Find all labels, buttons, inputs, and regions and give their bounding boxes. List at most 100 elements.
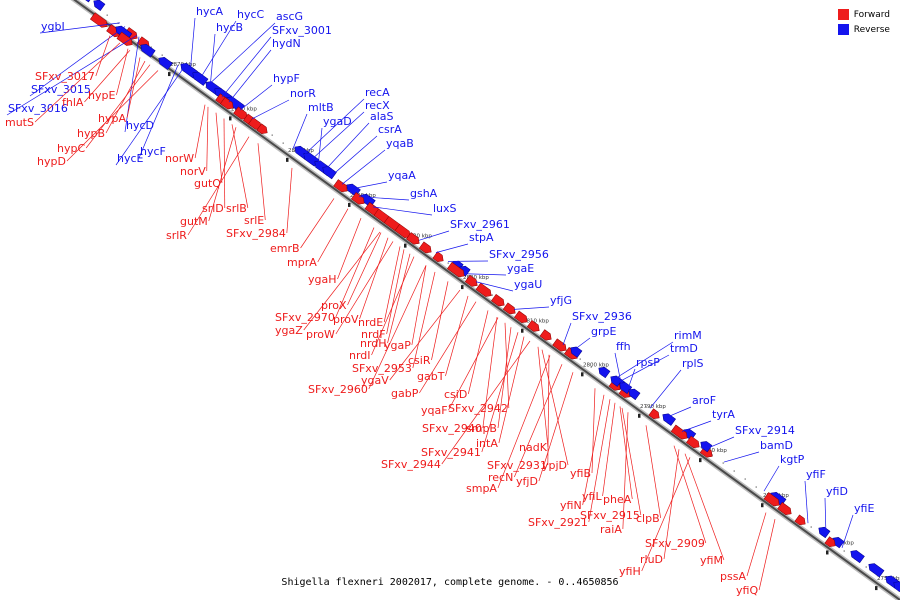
reverse-leader-line xyxy=(464,273,507,276)
forward-gene-label: yfiM xyxy=(700,554,723,567)
reverse-gene xyxy=(700,441,713,453)
forward-gene xyxy=(824,536,836,547)
reverse-gene-label: ygaE xyxy=(507,262,534,275)
forward-gene-label: hypE xyxy=(88,89,115,102)
forward-gene-label: nrdF xyxy=(361,328,386,341)
reverse-gene-label: rimM xyxy=(674,329,702,342)
forward-gene-label: proW xyxy=(306,328,335,341)
kbp-tick-mark xyxy=(581,372,584,377)
forward-gene xyxy=(333,179,348,193)
forward-leader-line xyxy=(497,355,551,489)
forward-gene xyxy=(89,12,108,28)
reverse-gene-label: trmD xyxy=(670,342,698,355)
reverse-leader-line xyxy=(372,206,433,216)
forward-gene xyxy=(220,96,234,110)
forward-gene-label: mprA xyxy=(287,256,317,269)
reverse-leader-line xyxy=(723,451,760,463)
genome-backbone xyxy=(73,0,900,600)
forward-leader-line xyxy=(84,49,131,103)
forward-gene-label: gabT xyxy=(417,370,445,383)
forward-leader-line xyxy=(386,249,405,335)
forward-gene-label: SFxv_2970 xyxy=(275,311,335,324)
forward-gene xyxy=(539,329,552,341)
forward-leader-line xyxy=(673,445,707,544)
minor-dot xyxy=(172,62,174,64)
reverse-gene-label: ygaU xyxy=(514,278,542,291)
reverse-leader-line xyxy=(239,84,273,111)
reverse-leader-line xyxy=(330,135,378,177)
reverse-gene xyxy=(322,166,337,180)
forward-gene-label: SFxv_3017 xyxy=(35,70,95,83)
kbp-tick-label: 2800 kbp xyxy=(583,362,609,368)
forward-gene-label: SFxv_2940 xyxy=(422,422,482,435)
reverse-gene-label: mltB xyxy=(308,101,334,114)
forward-leader-line xyxy=(223,118,226,209)
forward-gene xyxy=(256,123,268,135)
forward-gene-label: SFxv_2909 xyxy=(645,537,705,550)
forward-leader-line xyxy=(95,35,111,77)
reverse-leader-line xyxy=(513,306,550,310)
minor-dot xyxy=(293,150,295,152)
forward-leader-line xyxy=(116,48,129,96)
reverse-gene-label: grpE xyxy=(591,325,616,338)
minor-dot xyxy=(700,446,702,448)
forward-leader-line xyxy=(645,425,661,519)
forward-gene-label: rluD xyxy=(640,553,663,566)
forward-gene-label: emrB xyxy=(270,242,300,255)
minor-dot xyxy=(282,142,284,144)
forward-gene-label: nadK xyxy=(519,441,548,454)
reverse-leader-line xyxy=(475,281,514,292)
reverse-gene-label: alaS xyxy=(370,110,394,123)
minor-dot xyxy=(590,366,592,368)
kbp-tick-mark xyxy=(875,586,878,591)
reverse-leader-line xyxy=(841,514,854,548)
forward-leader-line xyxy=(504,322,510,409)
forward-gene-label: nrdI xyxy=(349,349,371,362)
reverse-leader-line xyxy=(614,352,623,388)
forward-leader-line xyxy=(431,281,449,361)
forward-leader-line xyxy=(208,127,237,222)
forward-gene-label: pheA xyxy=(603,493,632,506)
reverse-leader-line xyxy=(418,230,450,241)
minor-dot xyxy=(491,294,493,296)
reverse-gene xyxy=(158,57,173,70)
kbp-tick-mark xyxy=(638,413,641,418)
forward-gene xyxy=(464,274,478,287)
reverse-leader-line xyxy=(663,406,692,419)
forward-gene-label: intA xyxy=(476,437,498,450)
forward-gene-label: pssA xyxy=(720,570,746,583)
reverse-leader-line xyxy=(138,64,179,159)
reverse-gene-label: SFxv_2956 xyxy=(489,248,549,261)
reverse-gene xyxy=(93,0,106,11)
minor-dot xyxy=(150,46,152,48)
forward-leader-line xyxy=(547,354,550,466)
reverse-leader-line xyxy=(435,243,469,253)
forward-leader-line xyxy=(66,70,159,162)
reverse-gene-label: SFxv_2936 xyxy=(572,310,632,323)
reverse-gene-label: hycD xyxy=(126,119,154,132)
forward-gene-label: gutQ xyxy=(194,177,221,190)
forward-gene-label: csiD xyxy=(444,388,467,401)
minor-dot xyxy=(744,478,746,480)
kbp-tick-mark xyxy=(461,285,464,290)
reverse-gene xyxy=(818,526,831,539)
reverse-gene-label: ygaD xyxy=(323,115,352,128)
reverse-gene-label: hycB xyxy=(216,21,243,34)
reverse-gene xyxy=(140,43,156,58)
forward-leader-line xyxy=(387,253,411,344)
forward-leader-line xyxy=(300,198,335,249)
reverse-gene xyxy=(598,366,611,379)
forward-gene-label: srlB xyxy=(226,202,247,215)
minor-dot xyxy=(755,486,757,488)
forward-leader-line xyxy=(621,407,642,516)
minor-dot xyxy=(205,86,207,88)
forward-gene xyxy=(446,261,465,278)
reverse-gene-label: yqaA xyxy=(388,169,416,182)
reverse-gene-label: SFxv_3001 xyxy=(272,24,332,37)
forward-gene-label: srlR xyxy=(166,229,187,242)
forward-gene-label: proX xyxy=(321,299,347,312)
forward-leader-line xyxy=(206,106,209,172)
forward-gene-label: smpA xyxy=(466,482,497,495)
reverse-gene-label: kgtP xyxy=(780,453,805,466)
